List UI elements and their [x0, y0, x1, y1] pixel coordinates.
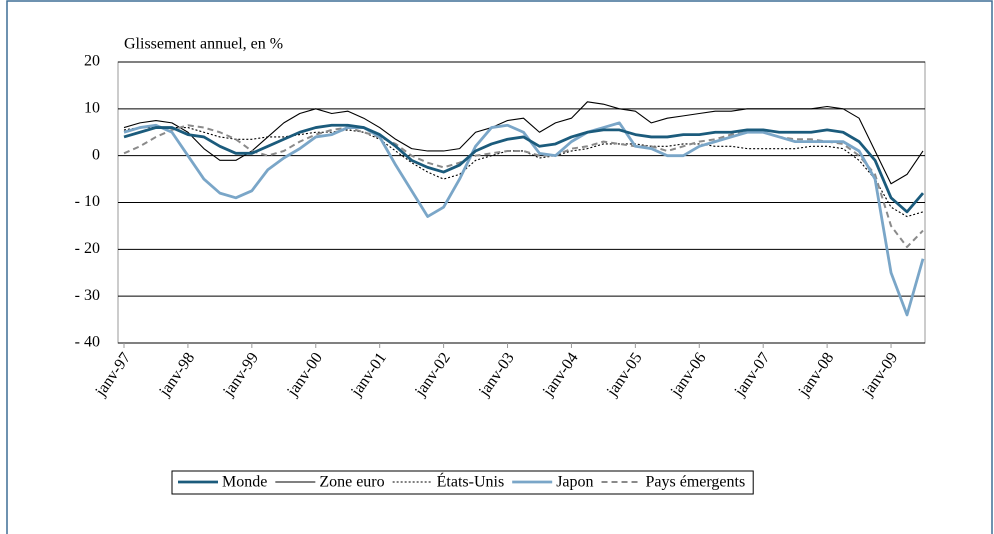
legend-label: Pays émergents — [646, 474, 746, 491]
y-tick-label: - 40 — [75, 334, 100, 351]
legend-label: Zone euro — [319, 474, 384, 491]
frame — [6, 0, 993, 534]
y-tick-label: 0 — [92, 146, 100, 163]
x-tick-label: janv-08 — [795, 350, 838, 401]
series-line — [123, 127, 924, 218]
y-tick-label: 10 — [84, 100, 100, 117]
series-line — [123, 121, 925, 317]
x-tick-label: janv-02 — [411, 350, 454, 401]
x-tick-label: janv-01 — [347, 350, 390, 401]
y-tick-label: - 10 — [75, 193, 100, 210]
x-tick-label: janv-03 — [475, 350, 518, 401]
x-tick-label: janv-97 — [92, 350, 135, 401]
y-tick-label: - 20 — [75, 240, 100, 257]
y-tick-label: - 30 — [75, 287, 100, 304]
y-tick-label: 20 — [84, 53, 100, 70]
x-tick-label: janv-00 — [284, 350, 327, 401]
x-tick-label: janv-06 — [667, 350, 710, 401]
legend: Monde Zone euro États-Unis Japon Pays émerge… — [171, 470, 754, 495]
x-tick-label: janv-98 — [156, 350, 199, 401]
legend-box — [171, 470, 754, 495]
series-line — [123, 124, 924, 248]
x-tick-label: janv-07 — [731, 350, 774, 401]
x-tick-label: janv-99 — [220, 350, 263, 401]
x-tick-label: janv-04 — [539, 350, 582, 401]
legend-label: Japon — [556, 474, 593, 491]
series-line — [123, 123, 925, 214]
legend-label: États-Unis — [437, 472, 505, 491]
series-line — [123, 101, 924, 185]
legend-label: Monde — [222, 474, 267, 491]
x-tick-label: janv-09 — [859, 350, 902, 401]
x-tick-label: janv-05 — [603, 350, 646, 401]
chart-title: Glissement annuel, en % — [124, 36, 283, 53]
